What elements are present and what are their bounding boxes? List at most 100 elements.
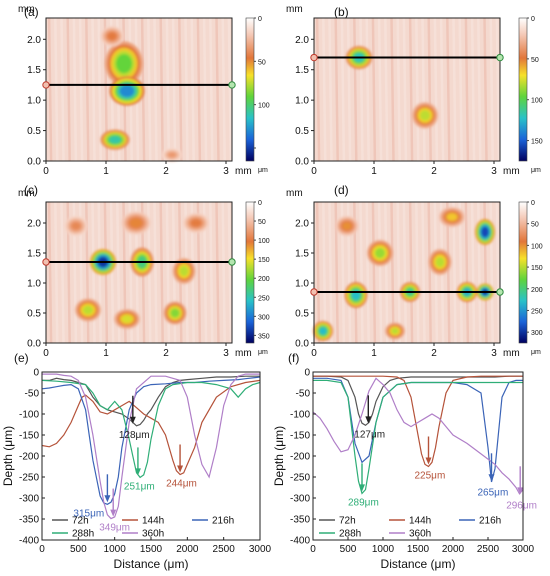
x-tick-label: 3000 xyxy=(249,544,272,555)
pit-level xyxy=(168,152,176,158)
section-start-marker xyxy=(310,288,318,296)
section-start-marker xyxy=(42,81,50,89)
map-texture xyxy=(390,201,395,344)
y-tick-label: -350 xyxy=(19,515,39,526)
pit-level xyxy=(109,135,121,144)
annotation-label: 225μm xyxy=(415,471,446,482)
series-line-216h xyxy=(41,376,261,505)
annotation-arrowhead xyxy=(110,509,117,517)
y-tick-label: 1.0 xyxy=(295,279,309,290)
annotation-label: 296μm xyxy=(506,500,537,511)
pit-level xyxy=(107,32,117,40)
map-texture xyxy=(470,201,476,344)
colorbar xyxy=(518,201,528,344)
map-texture xyxy=(153,17,158,162)
y-tick-label: -150 xyxy=(290,431,310,442)
colorbar-tick-label: 100 xyxy=(531,243,543,250)
pit-level xyxy=(446,213,458,221)
colorbar-tick-label: 250 xyxy=(531,308,543,315)
map-texture xyxy=(66,17,71,162)
y-tick-label: -100 xyxy=(290,410,310,421)
map-texture xyxy=(384,201,389,344)
panel-label: (f) xyxy=(288,351,299,365)
map-texture xyxy=(322,201,327,344)
x-tick-label: 0 xyxy=(311,166,317,177)
annotation-label: 315μm xyxy=(73,508,104,519)
y-tick-label: 1.0 xyxy=(27,96,41,107)
y-tick-label: 1.0 xyxy=(27,279,41,290)
map-texture xyxy=(196,17,202,162)
map-texture xyxy=(421,201,426,344)
map-texture xyxy=(402,201,408,344)
map-texture xyxy=(184,17,189,162)
legend-label: 72h xyxy=(72,516,89,527)
map-texture xyxy=(477,17,482,162)
y-tick-label: -200 xyxy=(290,452,310,463)
legend-label: 144h xyxy=(409,516,431,527)
map-texture xyxy=(190,17,195,162)
x-tick-label: 1 xyxy=(371,348,377,359)
map-panel-2: 0 1 2 3 mm 0.0 0.5 1.0 1.5 2.0 mm (b) 0 50 100 150 μm xyxy=(286,4,543,177)
series-line-144h xyxy=(41,379,261,476)
y-tick-label: -400 xyxy=(19,536,39,547)
y-tick-label: 0.5 xyxy=(295,309,309,320)
map-texture xyxy=(433,17,439,162)
x-axis-label: Distance (μm) xyxy=(381,557,456,571)
x-tick-label: 3 xyxy=(491,348,497,359)
pit-level xyxy=(391,328,399,334)
legend-label: 288h xyxy=(72,529,94,540)
colorbar-unit: μm xyxy=(531,167,541,174)
map-texture xyxy=(47,17,53,162)
map-texture xyxy=(215,17,220,162)
annotation-arrowhead xyxy=(104,495,111,503)
map-texture xyxy=(85,17,90,162)
map-pits xyxy=(64,211,209,329)
annotation-arrowhead xyxy=(488,474,495,482)
x-tick-label: 1000 xyxy=(104,544,127,555)
map-texture xyxy=(464,17,470,162)
map-texture xyxy=(359,201,364,344)
series-line-288h xyxy=(41,379,261,479)
legend-label: 216h xyxy=(479,516,501,527)
annotation-arrowhead xyxy=(359,484,365,492)
colorbar-tick-label: 50 xyxy=(531,57,539,64)
section-end-marker xyxy=(228,258,236,266)
map-texture xyxy=(452,17,457,162)
annotation-label: 244μm xyxy=(166,478,197,489)
colorbar-tick-label: 100 xyxy=(258,238,270,245)
colorbar-tick-label: 50 xyxy=(258,59,266,66)
map-texture xyxy=(390,17,395,162)
panel-label: (a) xyxy=(24,5,39,19)
y-tick-label: -250 xyxy=(290,473,310,484)
map-background xyxy=(314,18,500,161)
map-frame xyxy=(313,17,501,162)
map-texture xyxy=(178,17,183,162)
y-unit-label: mm xyxy=(18,188,35,199)
section-end-marker xyxy=(496,53,504,62)
panel-label: (b) xyxy=(334,5,349,19)
map-texture xyxy=(346,17,352,162)
annotation-label: 127μm xyxy=(354,429,385,440)
map-texture xyxy=(408,201,414,344)
map-texture xyxy=(408,17,414,162)
map-texture xyxy=(97,17,102,162)
map-texture xyxy=(495,201,501,344)
map-texture xyxy=(78,17,84,162)
x-tick-label: 2500 xyxy=(477,544,500,555)
pit-level xyxy=(82,305,94,315)
legend-label: 216h xyxy=(212,516,234,527)
x-tick-label: 1 xyxy=(371,166,377,177)
annotation-label: 349μm xyxy=(99,523,130,534)
pit-level xyxy=(121,315,133,323)
map-texture xyxy=(215,201,220,344)
x-tick-label: 1500 xyxy=(140,544,163,555)
y-axis-label: Depth (μm) xyxy=(1,426,15,486)
map-texture xyxy=(415,17,420,162)
y-tick-label: -350 xyxy=(290,515,310,526)
annotation-arrowhead xyxy=(177,465,184,473)
colorbar-unit: μm xyxy=(258,349,268,356)
colorbar-tick-label: 50 xyxy=(531,222,539,229)
map-texture xyxy=(495,17,501,162)
x-tick-label: 2000 xyxy=(176,544,199,555)
